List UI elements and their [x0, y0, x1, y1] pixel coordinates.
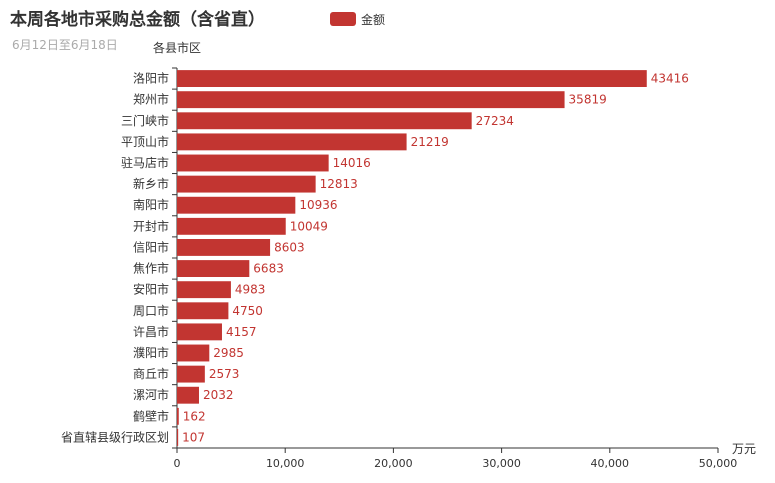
legend-swatch[interactable]: [330, 12, 356, 26]
bar[interactable]: [177, 429, 179, 446]
chart-title: 本周各地市采购总金额（含省直）: [10, 9, 265, 30]
y-tick-label: 开封市: [133, 218, 169, 233]
bar[interactable]: [177, 175, 316, 193]
bar[interactable]: [177, 323, 222, 341]
y-tick-label: 郑州市: [133, 92, 169, 107]
data-label: 2573: [209, 367, 240, 381]
data-label: 10936: [299, 198, 337, 212]
data-label: 10049: [290, 219, 328, 233]
legend[interactable]: 金额: [330, 12, 385, 27]
data-label: 107: [182, 430, 205, 444]
y-tick-label: 平顶山市: [121, 134, 169, 149]
y-tick-label: 焦作市: [133, 261, 169, 276]
data-label: 2032: [203, 388, 234, 402]
y-tick-label: 驻马店市: [121, 155, 169, 170]
bar[interactable]: [177, 196, 296, 214]
y-tick-label: 濮阳市: [133, 345, 169, 360]
x-tick-label: 30,000: [482, 457, 521, 470]
x-tick-label: 0: [174, 457, 181, 470]
y-tick-label: 三门峡市: [121, 113, 169, 128]
legend-label[interactable]: 金额: [361, 12, 385, 27]
y-tick-label: 洛阳市: [133, 71, 169, 86]
data-label: 12813: [320, 177, 358, 191]
data-label: 21219: [411, 135, 449, 149]
bar[interactable]: [177, 154, 329, 172]
bar[interactable]: [177, 112, 472, 130]
y-tick-label: 鹤壁市: [133, 408, 169, 423]
data-label: 4750: [232, 304, 263, 318]
data-label: 8603: [274, 240, 305, 254]
data-label: 6683: [253, 262, 284, 276]
data-label: 2985: [213, 346, 244, 360]
y-tick-label: 新乡市: [133, 176, 169, 191]
y-tick-label: 安阳市: [133, 282, 169, 297]
bar[interactable]: [177, 133, 407, 151]
data-label: 14016: [333, 156, 371, 170]
bar[interactable]: [177, 260, 250, 277]
bar[interactable]: [177, 239, 271, 256]
bar[interactable]: [177, 217, 286, 235]
y-tick-label: 许昌市: [133, 324, 169, 339]
bar[interactable]: [177, 386, 199, 404]
bar[interactable]: [177, 344, 210, 362]
x-tick-label: 20,000: [374, 457, 413, 470]
y-tick-label: 漯河市: [133, 387, 169, 402]
data-label: 43416: [651, 72, 689, 86]
plot-area: 0 10,000 20,000 30,000 40,000 50,000 洛阳市 43416 郑…: [61, 67, 738, 470]
y-tick-label: 信阳市: [133, 239, 169, 254]
data-label: 4157: [226, 325, 257, 339]
x-tick-label: 10,000: [266, 457, 305, 470]
data-label: 4983: [235, 283, 266, 297]
y-axis-name: 各县市区: [153, 40, 201, 55]
data-label: 35819: [569, 93, 607, 107]
data-label: 27234: [476, 114, 514, 128]
bar[interactable]: [177, 365, 205, 383]
x-tick-label: 40,000: [591, 457, 630, 470]
bar[interactable]: [177, 91, 565, 109]
bar[interactable]: [177, 281, 231, 299]
data-label: 162: [183, 409, 206, 423]
x-axis-name: 万元: [732, 442, 756, 456]
y-tick-label: 南阳市: [133, 197, 169, 212]
y-tick-label: 省直辖县级行政区划: [61, 429, 169, 444]
y-tick-label: 商丘市: [133, 366, 169, 381]
bar[interactable]: [177, 302, 229, 320]
y-tick-label: 周口市: [133, 303, 169, 318]
x-tick-label: 50,000: [699, 457, 738, 470]
bar[interactable]: [177, 407, 179, 425]
chart-subtitle: 6月12日至6月18日: [12, 38, 118, 52]
bar[interactable]: [177, 70, 647, 87]
